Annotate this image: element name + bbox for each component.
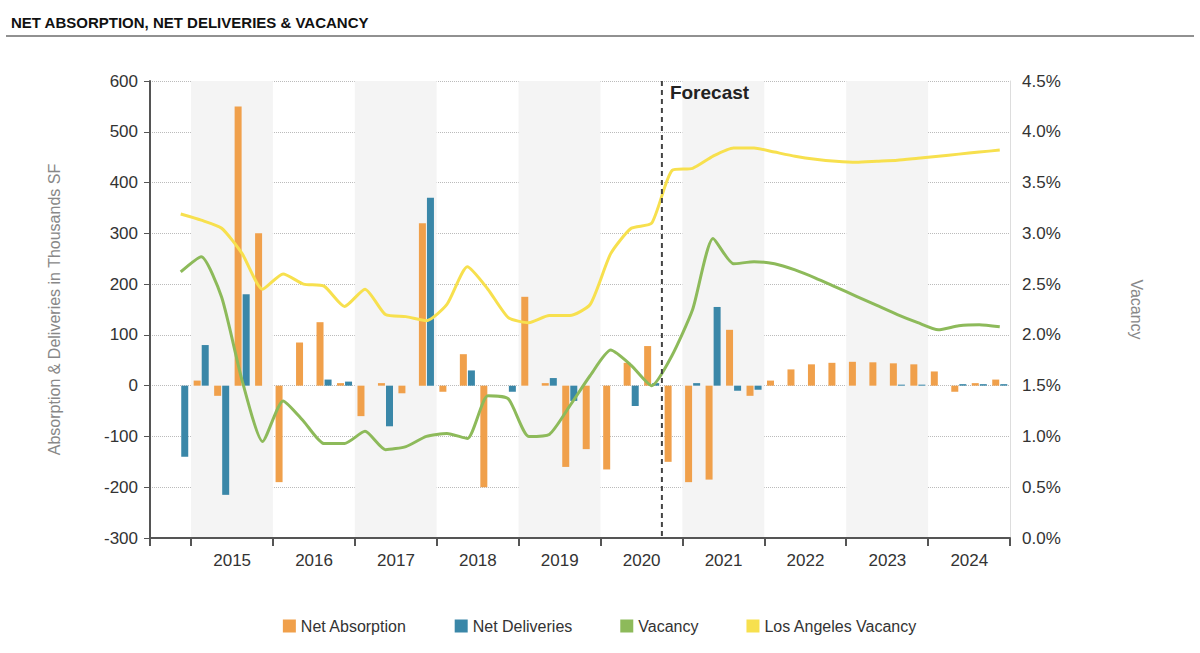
svg-text:200: 200 [110,275,138,294]
svg-text:4.0%: 4.0% [1022,122,1061,141]
svg-text:100: 100 [110,325,138,344]
svg-text:0.5%: 0.5% [1022,478,1061,497]
svg-text:2024: 2024 [950,551,988,570]
svg-text:0: 0 [129,376,138,395]
svg-text:600: 600 [110,72,138,91]
svg-text:2018: 2018 [459,551,497,570]
svg-text:2016: 2016 [295,551,333,570]
svg-text:2023: 2023 [868,551,906,570]
svg-text:Net Deliveries: Net Deliveries [473,618,573,635]
svg-text:4.5%: 4.5% [1022,72,1061,91]
svg-text:2.0%: 2.0% [1022,325,1061,344]
svg-text:Vacancy: Vacancy [638,618,698,635]
svg-text:Net Absorption: Net Absorption [301,618,406,635]
svg-text:400: 400 [110,173,138,192]
svg-text:Los Angeles Vacancy: Los Angeles Vacancy [764,618,916,635]
svg-text:500: 500 [110,122,138,141]
svg-text:2021: 2021 [705,551,743,570]
svg-text:Vacancy: Vacancy [1128,279,1145,339]
svg-text:2022: 2022 [787,551,825,570]
svg-text:2019: 2019 [541,551,579,570]
svg-text:-300: -300 [104,529,138,548]
svg-text:0.0%: 0.0% [1022,529,1061,548]
svg-text:Absorption & Deliveries in Tho: Absorption & Deliveries in Thousands SF [46,164,63,456]
svg-text:-200: -200 [104,478,138,497]
svg-text:NET ABSORPTION, NET DELIVERIES: NET ABSORPTION, NET DELIVERIES & VACANCY [11,14,369,31]
svg-text:1.5%: 1.5% [1022,376,1061,395]
svg-text:2015: 2015 [213,551,251,570]
svg-text:Forecast: Forecast [670,82,750,103]
svg-text:2020: 2020 [623,551,661,570]
svg-text:2017: 2017 [377,551,415,570]
svg-text:1.0%: 1.0% [1022,427,1061,446]
svg-text:-100: -100 [104,427,138,446]
svg-text:300: 300 [110,224,138,243]
svg-text:2.5%: 2.5% [1022,275,1061,294]
svg-text:3.0%: 3.0% [1022,224,1061,243]
svg-text:3.5%: 3.5% [1022,173,1061,192]
